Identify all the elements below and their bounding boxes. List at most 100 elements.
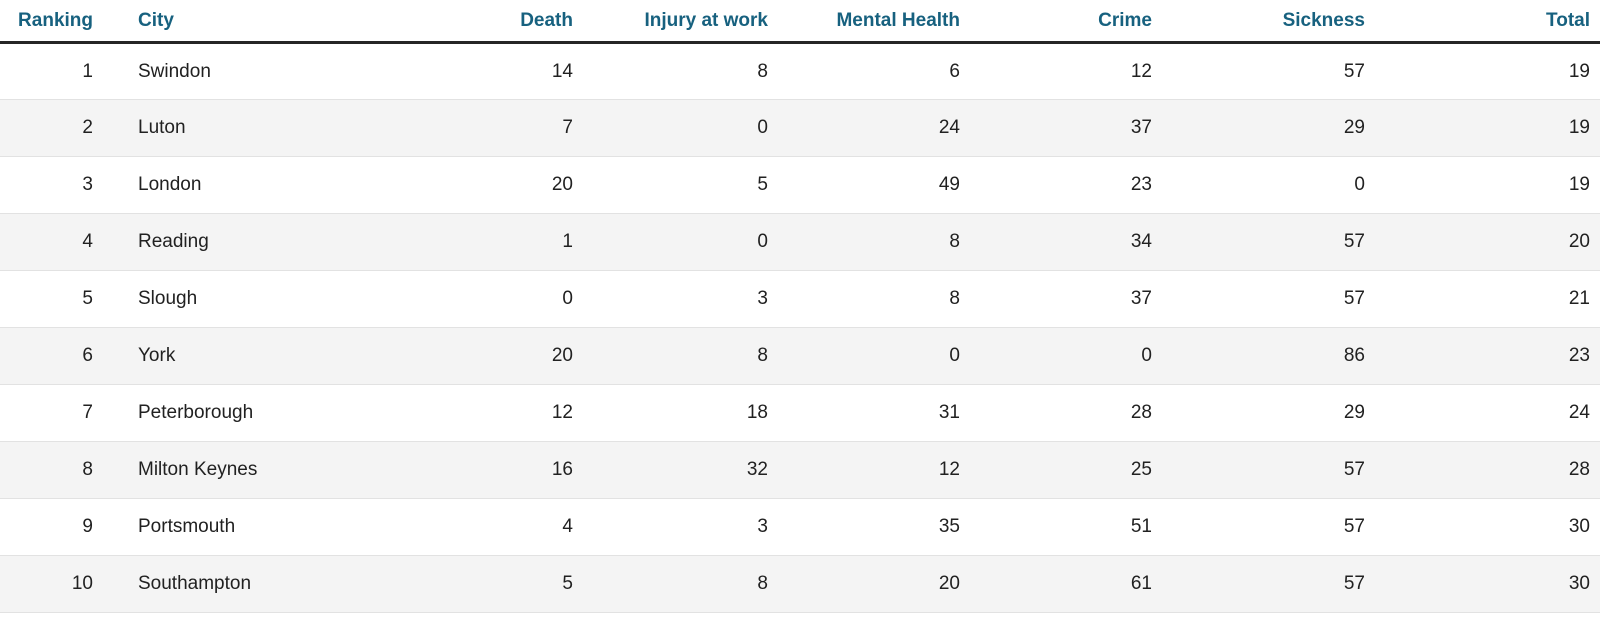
cell-mental_health: 8 [778, 213, 970, 271]
cell-mental_health: 49 [778, 156, 970, 214]
cell-crime: 61 [970, 555, 1162, 613]
cell-total: 19 [1375, 42, 1600, 100]
cell-crime: 37 [970, 99, 1162, 157]
cell-total: 28 [1375, 441, 1600, 499]
cell-mental_health: 24 [778, 99, 970, 157]
cell-sickness: 57 [1162, 555, 1375, 613]
cell-ranking: 10 [0, 555, 128, 613]
cell-injury_at_work: 5 [583, 156, 778, 214]
cell-mental_health: 6 [778, 42, 970, 100]
cell-death: 12 [418, 384, 583, 442]
column-header-injury_at_work: Injury at work [583, 0, 778, 44]
cell-mental_health: 35 [778, 498, 970, 556]
table-row: 2 Luton 7 0 24 37 29 19 [0, 99, 1600, 157]
cell-crime: 25 [970, 441, 1162, 499]
cell-ranking: 8 [0, 441, 128, 499]
column-header-crime: Crime [970, 0, 1162, 44]
cell-city: London [128, 156, 418, 214]
table-row: 3 London 20 5 49 23 0 19 [0, 156, 1600, 214]
cell-city: Luton [128, 99, 418, 157]
cell-injury_at_work: 18 [583, 384, 778, 442]
cell-mental_health: 20 [778, 555, 970, 613]
cell-sickness: 29 [1162, 99, 1375, 157]
column-header-death: Death [418, 0, 583, 44]
cell-sickness: 57 [1162, 270, 1375, 328]
cell-death: 4 [418, 498, 583, 556]
cell-total: 23 [1375, 327, 1600, 385]
cell-sickness: 29 [1162, 384, 1375, 442]
cell-sickness: 0 [1162, 156, 1375, 214]
cell-ranking: 7 [0, 384, 128, 442]
table-row: 4 Reading 1 0 8 34 57 20 [0, 213, 1600, 271]
column-header-mental_health: Mental Health [778, 0, 970, 44]
cell-injury_at_work: 8 [583, 555, 778, 613]
table-row: 6 York 20 8 0 0 86 23 [0, 327, 1600, 385]
column-header-ranking: Ranking [0, 0, 128, 44]
cell-mental_health: 31 [778, 384, 970, 442]
cell-sickness: 86 [1162, 327, 1375, 385]
cell-sickness: 57 [1162, 42, 1375, 100]
table-row: 10 Southampton 5 8 20 61 57 30 [0, 555, 1600, 613]
cell-death: 14 [418, 42, 583, 100]
table-row: 5 Slough 0 3 8 37 57 21 [0, 270, 1600, 328]
cell-city: Milton Keynes [128, 441, 418, 499]
cell-sickness: 57 [1162, 498, 1375, 556]
cell-crime: 23 [970, 156, 1162, 214]
cell-city: York [128, 327, 418, 385]
table-row: 8 Milton Keynes 16 32 12 25 57 28 [0, 441, 1600, 499]
cell-city: Slough [128, 270, 418, 328]
column-header-sickness: Sickness [1162, 0, 1375, 44]
cell-death: 7 [418, 99, 583, 157]
cell-death: 16 [418, 441, 583, 499]
cell-mental_health: 0 [778, 327, 970, 385]
cell-city: Portsmouth [128, 498, 418, 556]
table-row: 9 Portsmouth 4 3 35 51 57 30 [0, 498, 1600, 556]
cell-injury_at_work: 0 [583, 213, 778, 271]
cell-total: 30 [1375, 555, 1600, 613]
cell-crime: 0 [970, 327, 1162, 385]
cell-death: 5 [418, 555, 583, 613]
cell-sickness: 57 [1162, 441, 1375, 499]
cell-ranking: 2 [0, 99, 128, 157]
cell-injury_at_work: 8 [583, 327, 778, 385]
cell-city: Swindon [128, 42, 418, 100]
cell-total: 24 [1375, 384, 1600, 442]
table-body: 1 Swindon 14 8 6 12 57 19 2 Luton 7 0 24 37 29 19 3 Londo… [0, 42, 1600, 613]
cell-city: Reading [128, 213, 418, 271]
cell-injury_at_work: 32 [583, 441, 778, 499]
cell-injury_at_work: 3 [583, 498, 778, 556]
cell-total: 20 [1375, 213, 1600, 271]
header-row: Ranking City Death Injury at work Mental Hea… [0, 0, 1600, 44]
cell-crime: 34 [970, 213, 1162, 271]
cell-death: 20 [418, 327, 583, 385]
cell-mental_health: 8 [778, 270, 970, 328]
column-header-city: City [128, 0, 418, 44]
cell-injury_at_work: 0 [583, 99, 778, 157]
column-header-total: Total [1375, 0, 1600, 44]
cell-ranking: 5 [0, 270, 128, 328]
cell-total: 21 [1375, 270, 1600, 328]
cell-mental_health: 12 [778, 441, 970, 499]
cell-city: Peterborough [128, 384, 418, 442]
cell-total: 19 [1375, 99, 1600, 157]
cell-ranking: 6 [0, 327, 128, 385]
table-row: 7 Peterborough 12 18 31 28 29 24 [0, 384, 1600, 442]
cell-total: 19 [1375, 156, 1600, 214]
cell-ranking: 4 [0, 213, 128, 271]
cell-injury_at_work: 3 [583, 270, 778, 328]
cell-crime: 51 [970, 498, 1162, 556]
cell-ranking: 1 [0, 42, 128, 100]
cell-injury_at_work: 8 [583, 42, 778, 100]
cell-death: 1 [418, 213, 583, 271]
cell-city: Southampton [128, 555, 418, 613]
cell-total: 30 [1375, 498, 1600, 556]
cell-crime: 37 [970, 270, 1162, 328]
cell-crime: 12 [970, 42, 1162, 100]
table-row: 1 Swindon 14 8 6 12 57 19 [0, 42, 1600, 100]
cell-ranking: 9 [0, 498, 128, 556]
cell-death: 20 [418, 156, 583, 214]
cell-sickness: 57 [1162, 213, 1375, 271]
cell-ranking: 3 [0, 156, 128, 214]
cell-crime: 28 [970, 384, 1162, 442]
